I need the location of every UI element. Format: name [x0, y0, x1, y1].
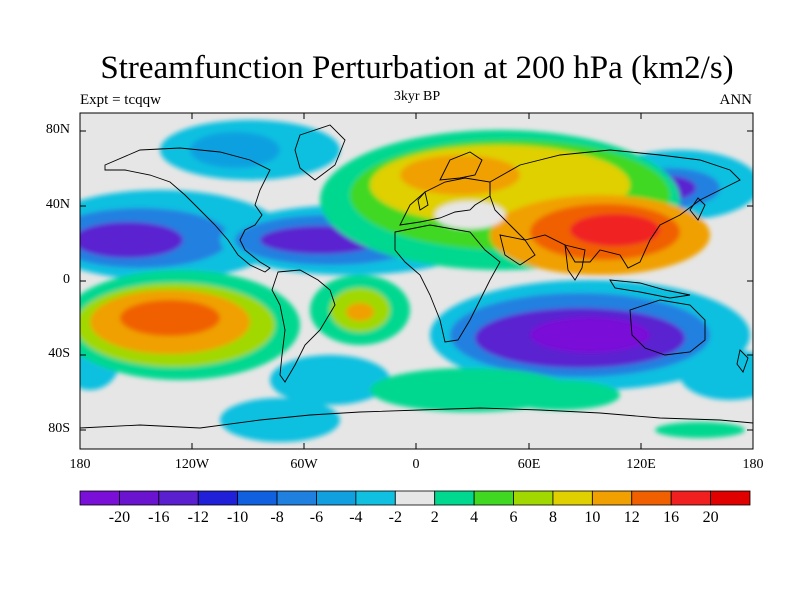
x-tick-label: 180: [69, 457, 91, 472]
colorbar-label: 20: [702, 509, 719, 526]
colorbar-label: 6: [509, 509, 518, 526]
colorbar-swatch: [79, 490, 120, 506]
colorbar-swatch: [631, 490, 672, 506]
period-label: 3kyr BP: [393, 89, 441, 104]
x-tick-label: 60E: [517, 457, 541, 472]
colorbar-label: -6: [309, 509, 324, 526]
colorbar-label: -16: [148, 509, 170, 526]
colorbar-swatch: [237, 490, 278, 506]
colorbar: [79, 490, 751, 506]
x-tick-label: 0: [412, 457, 420, 472]
colorbar-swatch: [591, 490, 633, 506]
season-label: ANN: [719, 92, 753, 108]
colorbar-swatch: [394, 490, 436, 506]
colorbar-swatch: [197, 490, 239, 506]
colorbar-label: 4: [470, 509, 479, 526]
colorbar-swatch: [434, 490, 475, 506]
y-tick-label: 80S: [48, 421, 70, 436]
colorbar-label: 10: [584, 509, 601, 526]
x-tick-label: 60W: [290, 457, 318, 472]
colorbar-label: 8: [548, 509, 557, 526]
x-tick-label: 180: [742, 457, 764, 472]
contour-fills: [80, 120, 753, 442]
y-tick-label: 40S: [48, 346, 70, 361]
colorbar-swatch: [316, 490, 357, 506]
x-tick-label: 120E: [626, 457, 656, 472]
y-tick-label: 0: [63, 272, 70, 287]
x-tick-label: 120W: [174, 457, 210, 472]
experiment-label: Expt = tcqqw: [80, 92, 161, 108]
colorbar-swatch: [276, 490, 317, 506]
colorbar-swatch: [513, 490, 554, 506]
colorbar-swatch: [355, 490, 396, 506]
chart-title: Streamfunction Perturbation at 200 hPa (…: [100, 50, 734, 86]
colorbar-label: 12: [623, 509, 640, 526]
y-tick-label: 40N: [45, 197, 70, 212]
colorbar-swatch: [119, 490, 160, 506]
colorbar-label: -12: [187, 509, 209, 526]
colorbar-swatch: [552, 490, 593, 506]
colorbar-swatch: [473, 490, 514, 506]
axis-ticks: [79, 113, 754, 449]
colorbar-label: -20: [108, 509, 131, 526]
colorbar-label: 2: [430, 509, 439, 526]
colorbar-label: -10: [226, 509, 249, 526]
colorbar-label: -4: [349, 509, 363, 526]
colorbar-label: -2: [388, 509, 402, 526]
colorbar-label: -8: [270, 509, 284, 526]
y-tick-label: 80N: [45, 122, 70, 137]
colorbar-swatch: [670, 490, 711, 506]
colorbar-swatch: [158, 490, 199, 506]
colorbar-swatch: [710, 490, 751, 506]
colorbar-label: 16: [663, 509, 680, 526]
coastlines: [80, 124, 753, 429]
